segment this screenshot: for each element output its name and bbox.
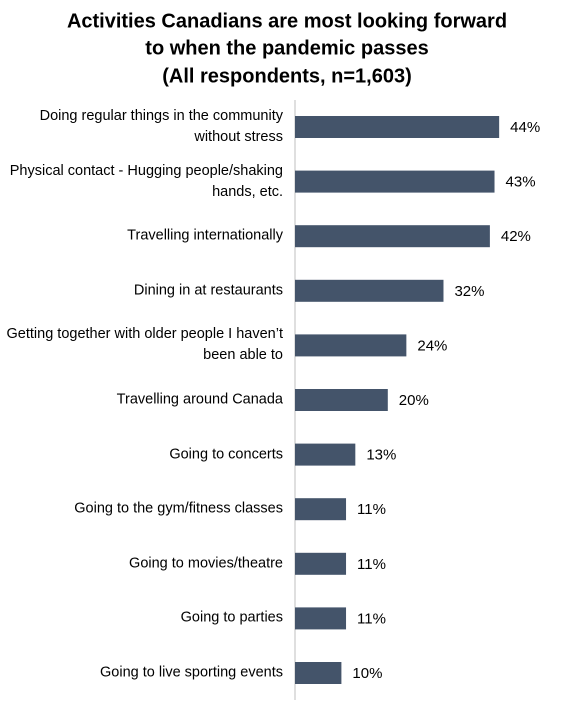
value-label: 11%: [357, 610, 386, 627]
bar: [295, 279, 444, 302]
value-label: 13%: [366, 447, 396, 464]
bar: [295, 334, 407, 357]
category-label: Going to parties: [180, 609, 283, 626]
category-label: Travelling around Canada: [116, 391, 283, 408]
value-label: 11%: [357, 556, 386, 573]
category-label: Physical contact - Hugging people/shakin…: [9, 162, 283, 200]
category-label: Doing regular things in the community wi…: [39, 108, 283, 145]
value-label: 43%: [506, 174, 536, 191]
value-label: 24%: [417, 337, 447, 354]
chart-title: Activities Canadians are most looking fo…: [67, 10, 507, 32]
category-label: Travelling internationally: [127, 227, 283, 244]
category-label: Going to movies/theatre: [129, 555, 283, 572]
category-label: Going to concerts: [169, 446, 283, 463]
value-label: 20%: [399, 392, 429, 409]
bar: [295, 552, 347, 575]
chart-title: to when the pandemic passes: [145, 37, 428, 59]
bar: [295, 498, 347, 521]
bar: [295, 389, 388, 411]
bar: [295, 225, 490, 248]
bar: [295, 443, 356, 466]
chart-title: (All respondents, n=1,603): [162, 65, 412, 87]
value-label: 44%: [510, 119, 540, 136]
category-label: Getting together with older people I hav…: [6, 326, 283, 364]
bar: [295, 662, 342, 684]
value-label: 10%: [352, 665, 382, 682]
bar: [295, 116, 500, 138]
value-label: 11%: [357, 501, 386, 518]
value-label: 42%: [501, 228, 531, 245]
value-label: 32%: [454, 283, 484, 300]
bar: [295, 607, 347, 630]
category-label: Going to the gym/fitness classes: [74, 500, 283, 517]
category-label: Dining in at restaurants: [133, 282, 283, 299]
category-label: Going to live sporting events: [100, 664, 283, 681]
bar: [295, 170, 495, 193]
